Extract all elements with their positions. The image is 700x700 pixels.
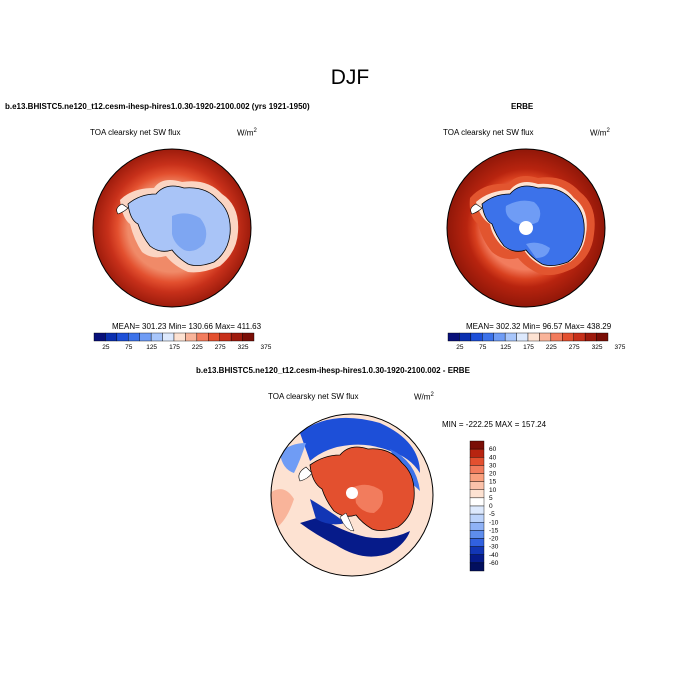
panel2-stats: MEAN= 302.32 Min= 96.57 Max= 438.29: [466, 322, 612, 331]
panel3-polar-map: [270, 413, 434, 577]
panel3-colorbar-tick-label: -5: [489, 511, 495, 518]
panel1-colorbar-swatch: [162, 332, 175, 342]
panel3-colorbar-swatch: [469, 473, 485, 482]
panel3-colorbar-tick-label: -15: [489, 527, 499, 534]
panel1-colorbar-tick-label: 225: [192, 344, 203, 351]
panel3-colorbar-swatch: [469, 522, 485, 531]
panel2-colorbar-swatch: [573, 332, 586, 342]
panel2-colorbar-swatch: [527, 332, 540, 342]
panel1-colorbar-swatch: [105, 332, 118, 342]
panel3-units: W/m2: [414, 392, 434, 402]
panel1-colorbar-swatch: [139, 332, 152, 342]
figure-title: DJF: [330, 66, 370, 89]
panel1-colorbar-swatch: [196, 332, 209, 342]
panel3-colorbar-tick-label: -20: [489, 536, 499, 543]
panel2-colorbar-swatch: [516, 332, 529, 342]
panel2-colorbar-tick-label: 75: [479, 344, 487, 351]
panel3-colorbar-swatch: [469, 465, 485, 474]
panel2-colorbar-swatch: [562, 332, 574, 342]
panel1-stats: MEAN= 301.23 Min= 130.66 Max= 411.63: [112, 322, 262, 331]
panel2-colorbar-tick-label: 275: [569, 344, 580, 351]
panel2-colorbar-swatch: [504, 332, 517, 342]
panel2-colorbar-tick-label: 325: [592, 344, 603, 351]
panel1-colorbar-tick-label: 75: [125, 344, 133, 351]
panel3-colorbar-swatch: [469, 440, 485, 450]
panel3-colorbar-swatch: [469, 497, 485, 507]
panel3-colorbar-tick-label: 10: [489, 487, 497, 494]
panel2-colorbar-swatch: [539, 332, 552, 342]
panel1-colorbar-tick-label: 25: [102, 344, 110, 351]
panel3-colorbar-tick-label: -10: [489, 519, 499, 526]
panel3-colorbar-tick-label: 0: [489, 503, 493, 510]
panel1-colorbar-swatch: [230, 332, 243, 342]
panel3-colorbar-tick-label: -30: [489, 544, 499, 551]
panel3-colorbar-swatch: [469, 505, 485, 515]
panel1-colorbar-tick-label: 375: [260, 344, 271, 351]
panel1-field-label: TOA clearsky net SW flux: [90, 128, 181, 137]
panel3-colorbar-tick-label: -40: [489, 552, 499, 559]
panel1-colorbar-swatch: [219, 332, 232, 342]
panel2-colorbar-swatch: [596, 332, 609, 342]
panel1-case-title: b.e13.BHISTC5.ne120_t12.cesm-ihesp-hires…: [5, 102, 310, 111]
panel2-colorbar-swatch: [459, 332, 472, 342]
panel1-colorbar-swatch: [150, 332, 163, 342]
panel3-colorbar-tick-label: 60: [489, 446, 497, 453]
panel3-colorbar-tick-label: -60: [489, 560, 499, 567]
panel3-stats: MIN = -222.25 MAX = 157.24: [442, 420, 547, 429]
panel2-colorbar: 25 75 125 175 225 275 325 375: [447, 332, 626, 351]
panel3-colorbar-swatch: [469, 530, 485, 539]
panel2-colorbar-swatch: [550, 332, 563, 342]
panel1-colorbar-swatch: [93, 332, 106, 342]
panel3-colorbar-swatch: [469, 513, 485, 523]
panel1-colorbar-tick-label: 325: [238, 344, 249, 351]
panel1-colorbar: 25 75 125 175 225 275 325 375: [93, 332, 272, 351]
panel3-colorbar-swatch: [469, 562, 485, 572]
panel2-polar-map: [446, 148, 606, 308]
panel2-colorbar-swatch: [447, 332, 460, 342]
panel2-colorbar-swatch: [493, 332, 506, 342]
panel2-colorbar-tick-label: 225: [546, 344, 557, 351]
panel3-colorbar-swatch: [469, 538, 485, 547]
panel2-colorbar-swatch: [584, 332, 597, 342]
panel1-colorbar-swatch: [242, 332, 255, 342]
panel1-colorbar-swatch: [208, 332, 220, 342]
panel3-colorbar-tick-label: 5: [489, 495, 493, 502]
panel3-colorbar-swatch: [469, 457, 485, 466]
panel2-colorbar-tick-label: 125: [500, 344, 511, 351]
panel3-colorbar-tick-label: 20: [489, 471, 497, 478]
panel3-colorbar-tick-label: 30: [489, 462, 497, 469]
panel1-polar-map: [92, 148, 252, 308]
panel2-case-title: ERBE: [511, 102, 534, 111]
panel3-colorbar-swatch: [469, 481, 485, 490]
panel3-colorbar-tick-label: 40: [489, 454, 497, 461]
panel2-colorbar-tick-label: 175: [523, 344, 534, 351]
panel1-colorbar-swatch: [116, 332, 129, 342]
panel2-colorbar-tick-label: 375: [614, 344, 625, 351]
panel2-units: W/m2: [590, 128, 610, 138]
panel1-colorbar-swatch: [173, 332, 186, 342]
panel3-colorbar-swatch: [469, 546, 485, 555]
panel1-colorbar-swatch: [185, 332, 198, 342]
panel1-colorbar-tick-label: 125: [146, 344, 157, 351]
panel1-colorbar-tick-label: 275: [215, 344, 226, 351]
panel2-field-label: TOA clearsky net SW flux: [443, 128, 534, 137]
panel1-colorbar-tick-label: 175: [169, 344, 180, 351]
panel3-colorbar-swatch: [469, 448, 485, 458]
panel3-field-label: TOA clearsky net SW flux: [268, 392, 359, 401]
panel3-colorbar-swatch: [469, 489, 485, 499]
panel3-colorbar-tick-label: 15: [489, 479, 497, 486]
panel2-colorbar-swatch: [482, 332, 494, 342]
panel2-colorbar-tick-label: 25: [456, 344, 464, 351]
panel1-units: W/m2: [237, 128, 257, 138]
panel3-case-title: b.e13.BHISTC5.ne120_t12.cesm-ihesp-hires…: [196, 366, 470, 375]
panel3-colorbar-swatch: [469, 554, 485, 564]
panel2-colorbar-swatch: [470, 332, 483, 342]
panel1-colorbar-swatch: [128, 332, 140, 342]
